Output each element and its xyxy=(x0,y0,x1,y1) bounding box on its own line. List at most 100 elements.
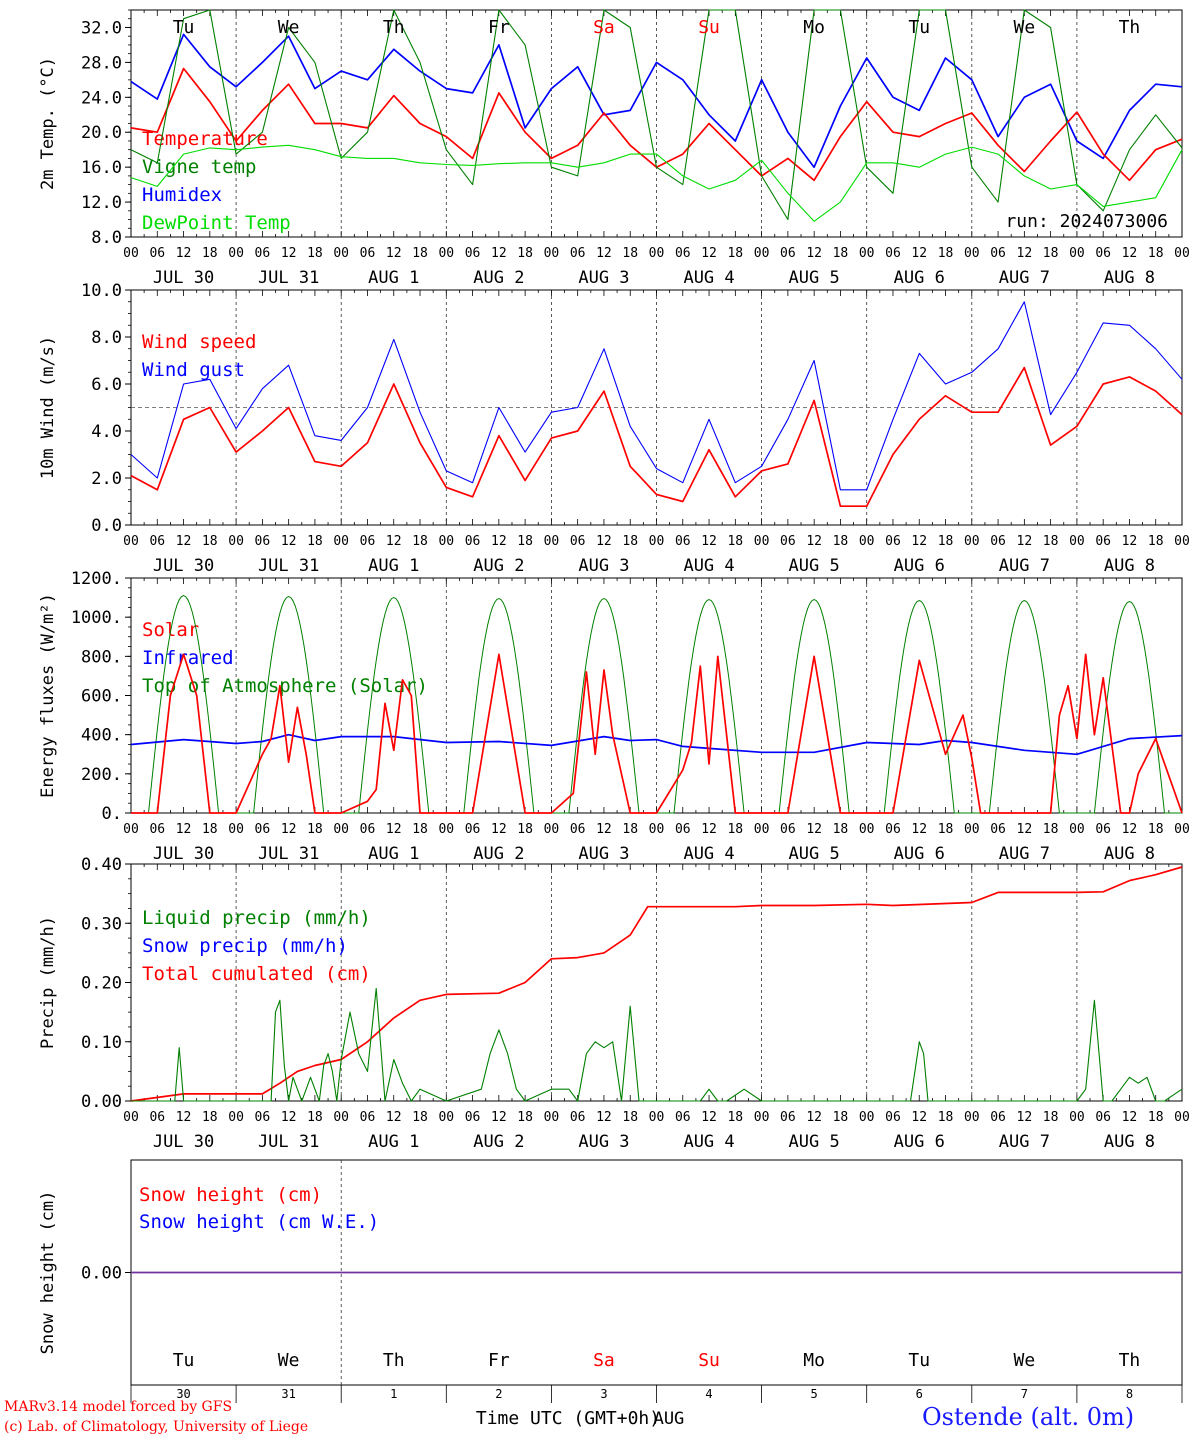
x-hour-label: 18 xyxy=(727,246,743,261)
x-hour-label: 00 xyxy=(1174,246,1190,261)
run-annotation: run: 2024073006 xyxy=(1005,211,1168,232)
legend-total-cumulated-cm-: Total cumulated (cm) xyxy=(142,963,371,985)
x-hour-label: 06 xyxy=(360,246,376,261)
x-hour-label: 18 xyxy=(622,534,638,549)
x-hour-label: 06 xyxy=(570,1110,586,1125)
x-hour-label: 12 xyxy=(1122,1110,1138,1125)
x-date-label: JUL 31 xyxy=(258,1132,319,1152)
x-hour-label: 06 xyxy=(780,246,796,261)
x-hour-label: 12 xyxy=(176,246,192,261)
y-tick-label: 8.0 xyxy=(91,328,122,348)
x-hour-label: 06 xyxy=(885,246,901,261)
x-hour-label: 06 xyxy=(360,822,376,837)
x-date-label: AUG 5 xyxy=(789,1132,840,1152)
day-number: 8 xyxy=(1126,1387,1133,1401)
x-date-label: AUG 6 xyxy=(894,844,945,864)
x-hour-label: 06 xyxy=(465,534,481,549)
legend-wind-speed: Wind speed xyxy=(142,331,256,353)
x-hour-label: 06 xyxy=(1095,246,1111,261)
x-hour-label: 06 xyxy=(360,1110,376,1125)
x-hour-label: 18 xyxy=(1148,246,1164,261)
x-hour-label: 12 xyxy=(491,534,507,549)
day-name-top: Tu xyxy=(908,17,930,38)
legend-snow-height-cm-w-e-: Snow height (cm W.E.) xyxy=(139,1211,379,1233)
y-tick-label: 400. xyxy=(81,726,122,746)
day-name-bottom: Mo xyxy=(803,1350,825,1371)
x-hour-label: 00 xyxy=(964,1110,980,1125)
x-hour-label: 06 xyxy=(360,534,376,549)
month-label: AUG xyxy=(654,1409,685,1429)
day-number: 30 xyxy=(176,1387,190,1401)
y-tick-label: 4.0 xyxy=(91,422,122,442)
y-tick-label: 0.30 xyxy=(81,914,122,934)
x-hour-label: 12 xyxy=(701,246,717,261)
y-tick-label: 10.0 xyxy=(81,281,122,301)
day-name-top: Th xyxy=(383,17,405,38)
y-axis-label: 2m Temp. (°C) xyxy=(38,57,58,190)
x-date-label: JUL 31 xyxy=(258,844,319,864)
legend-humidex: Humidex xyxy=(142,184,222,206)
x-hour-label: 12 xyxy=(806,1110,822,1125)
x-hour-label: 06 xyxy=(885,1110,901,1125)
day-number: 1 xyxy=(390,1387,397,1401)
x-hour-label: 18 xyxy=(1043,534,1059,549)
y-axis-label: Precip (mm/h) xyxy=(38,916,58,1049)
x-hour-label: 12 xyxy=(806,822,822,837)
legend-snow-precip-mm-h-: Snow precip (mm/h) xyxy=(142,935,348,957)
x-hour-label: 00 xyxy=(228,534,244,549)
x-hour-label: 12 xyxy=(701,822,717,837)
x-hour-label: 18 xyxy=(622,1110,638,1125)
x-hour-label: 06 xyxy=(149,822,165,837)
y-tick-label: 24.0 xyxy=(81,88,122,108)
x-hour-label: 06 xyxy=(990,1110,1006,1125)
x-hour-label: 00 xyxy=(1174,534,1190,549)
x-hour-label: 00 xyxy=(544,822,560,837)
x-hour-label: 00 xyxy=(228,246,244,261)
x-hour-label: 06 xyxy=(780,1110,796,1125)
x-hour-label: 18 xyxy=(202,1110,218,1125)
x-date-label: AUG 2 xyxy=(473,844,524,864)
x-hour-label: 12 xyxy=(491,1110,507,1125)
x-hour-label: 06 xyxy=(570,246,586,261)
y-tick-label: 0.20 xyxy=(81,974,122,994)
legend-temperature: Temperature xyxy=(142,128,268,150)
x-hour-label: 18 xyxy=(307,822,323,837)
x-hour-label: 00 xyxy=(544,246,560,261)
x-date-label: AUG 1 xyxy=(368,844,419,864)
x-date-label: AUG 1 xyxy=(368,556,419,576)
x-date-label: AUG 7 xyxy=(999,1132,1050,1152)
y-tick-label: 600. xyxy=(81,687,122,707)
credit-line-1: MARv3.14 model forced by GFS xyxy=(4,1399,233,1415)
x-hour-label: 18 xyxy=(412,246,428,261)
y-tick-label: 800. xyxy=(81,647,122,667)
x-hour-label: 18 xyxy=(1148,822,1164,837)
day-number: 7 xyxy=(1021,1387,1028,1401)
x-hour-label: 06 xyxy=(1095,534,1111,549)
day-name-top: We xyxy=(1014,17,1036,38)
x-date-label: AUG 8 xyxy=(1104,1132,1155,1152)
x-hour-label: 06 xyxy=(149,246,165,261)
x-hour-label: 00 xyxy=(859,822,875,837)
x-date-label: AUG 3 xyxy=(578,1132,629,1152)
x-hour-label: 00 xyxy=(649,534,665,549)
x-hour-label: 12 xyxy=(386,534,402,549)
x-hour-label: 18 xyxy=(727,534,743,549)
series-vigne-temp xyxy=(130,9,1183,221)
x-hour-label: 00 xyxy=(1069,1110,1085,1125)
x-hour-label: 18 xyxy=(412,822,428,837)
x-hour-label: 06 xyxy=(255,246,271,261)
day-name-bottom: Su xyxy=(698,1350,720,1371)
x-hour-label: 00 xyxy=(754,246,770,261)
x-hour-label: 06 xyxy=(465,246,481,261)
day-name-bottom: We xyxy=(1014,1350,1036,1371)
legend-vigne-temp: Vigne temp xyxy=(142,156,256,178)
x-date-label: AUG 4 xyxy=(683,556,734,576)
x-hour-label: 06 xyxy=(675,534,691,549)
legend-infrared: Infrared xyxy=(142,647,234,669)
y-tick-label: 28.0 xyxy=(81,53,122,73)
x-hour-label: 06 xyxy=(780,822,796,837)
x-hour-label: 12 xyxy=(1122,246,1138,261)
x-hour-label: 12 xyxy=(911,246,927,261)
x-hour-label: 18 xyxy=(1043,246,1059,261)
